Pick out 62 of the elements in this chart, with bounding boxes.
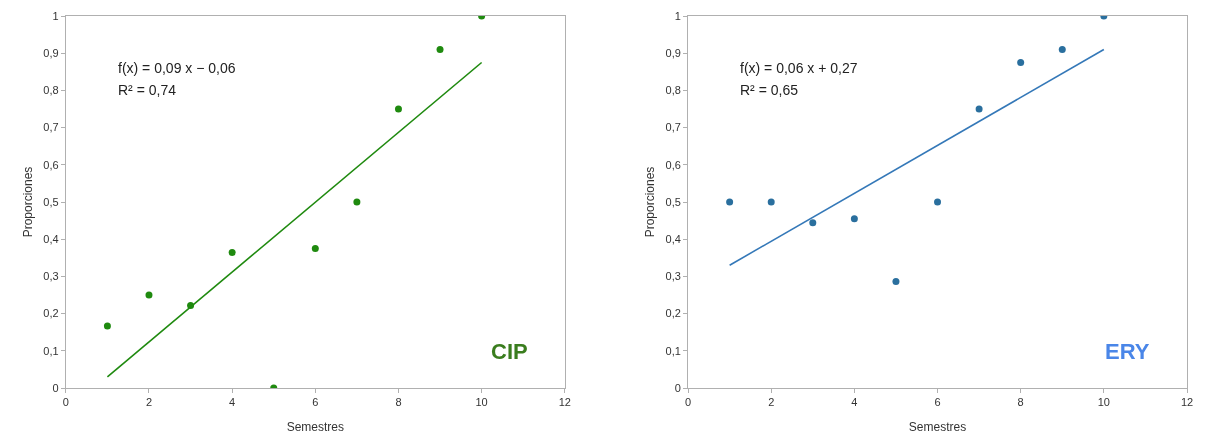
x-tick-label: 0 [62,396,69,409]
y-tick-label: 0 [52,381,59,394]
y-tick-label: 0,8 [665,84,681,97]
y-tick-label: 0,6 [43,158,59,171]
point [311,245,319,252]
y-tick-label: 0,3 [43,270,59,283]
y-tick-label: 0,2 [665,307,681,320]
y-axis-title: Proporciones [20,166,35,238]
y-tick-label: 1 [52,9,59,22]
y-tick-label: 0,2 [43,307,59,320]
annotation: CIP [491,339,528,364]
y-tick-label: 0,3 [665,270,681,283]
x-tick-label: 2 [145,396,153,409]
y-tick-label: 0,5 [43,195,59,208]
x-tick-label: 6 [934,396,941,409]
x-tick-label: 2 [768,396,775,409]
x-tick-label: 4 [851,396,858,409]
point [394,105,402,113]
point [1017,59,1025,66]
annotation: R² = 0,65 [740,82,799,98]
annotation: R² = 0,74 [118,82,177,98]
x-tick-label: 6 [312,396,319,409]
y-tick-label: 0,9 [43,47,59,60]
y-axis-title: Proporciones [642,166,657,238]
x-tick-label: 12 [558,396,571,409]
point [726,198,734,206]
point [145,291,153,299]
y-tick-label: 0,1 [43,344,59,357]
point [767,198,775,206]
point [436,45,444,53]
x-tick-label: 12 [1180,396,1194,409]
point [228,249,236,257]
x-axis-title: Semestres [908,420,967,435]
annotation: f(x) = 0,06 x + 0,27 [740,60,858,76]
x-tick-label: 4 [229,396,236,409]
y-tick-label: 0 [674,381,681,394]
point [892,278,900,286]
point [934,198,942,206]
y-tick-label: 0,9 [665,47,681,60]
point [103,322,111,330]
y-tick-label: 0,5 [665,195,681,208]
x-tick-label: 8 [1017,396,1024,409]
x-tick-label: 10 [1097,396,1110,409]
y-tick-label: 0,1 [665,344,681,357]
annotation: f(x) = 0,09 x − 0,06 [118,60,236,76]
x-tick-label: 10 [475,396,488,409]
y-tick-label: 1 [674,9,681,22]
y-tick-label: 0,4 [665,233,681,246]
y-tick-label: 0,6 [665,158,681,171]
y-tick-label: 0,4 [43,233,59,246]
y-tick-label: 0,7 [665,121,681,134]
x-axis-title: Semestres [286,420,344,435]
point [353,198,361,206]
annotation: ERY [1105,339,1150,364]
point [809,219,817,227]
y-tick-label: 0,7 [43,121,59,134]
x-tick-label: 8 [395,396,402,409]
point [850,215,858,223]
y-tick-label: 0,8 [43,84,59,97]
x-tick-label: 0 [684,396,692,409]
point [975,105,983,113]
point [1058,45,1066,53]
